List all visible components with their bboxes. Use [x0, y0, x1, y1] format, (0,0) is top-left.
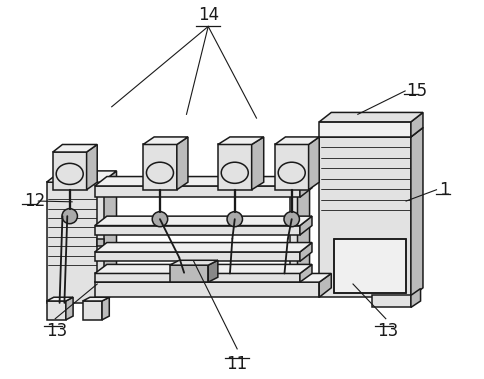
Polygon shape	[309, 137, 319, 190]
Polygon shape	[95, 265, 312, 274]
Polygon shape	[46, 301, 66, 320]
Polygon shape	[177, 137, 188, 190]
Polygon shape	[208, 260, 218, 282]
Polygon shape	[95, 226, 300, 235]
Polygon shape	[319, 122, 411, 137]
Polygon shape	[87, 144, 97, 190]
Polygon shape	[83, 297, 109, 301]
Polygon shape	[143, 137, 188, 144]
Polygon shape	[83, 301, 102, 320]
Text: 14: 14	[197, 6, 219, 24]
Text: 12: 12	[24, 192, 45, 210]
Polygon shape	[95, 282, 319, 297]
Polygon shape	[46, 171, 117, 182]
Polygon shape	[95, 274, 331, 282]
Polygon shape	[95, 243, 312, 252]
Polygon shape	[143, 144, 177, 190]
Polygon shape	[95, 274, 300, 282]
Polygon shape	[218, 137, 264, 144]
Polygon shape	[218, 144, 252, 190]
Polygon shape	[102, 297, 109, 320]
Polygon shape	[300, 177, 312, 197]
Polygon shape	[46, 297, 73, 301]
Polygon shape	[252, 137, 264, 190]
Polygon shape	[319, 113, 423, 122]
Polygon shape	[275, 144, 309, 190]
Polygon shape	[411, 288, 421, 307]
Text: 13: 13	[46, 323, 68, 340]
Polygon shape	[319, 127, 423, 137]
Polygon shape	[46, 182, 102, 303]
Polygon shape	[97, 239, 105, 246]
Text: 13: 13	[377, 323, 398, 340]
Polygon shape	[97, 186, 105, 282]
Ellipse shape	[227, 211, 242, 227]
Polygon shape	[300, 216, 312, 235]
Polygon shape	[319, 274, 331, 297]
Polygon shape	[95, 186, 300, 197]
Polygon shape	[53, 144, 97, 152]
Ellipse shape	[62, 208, 77, 224]
Polygon shape	[169, 260, 218, 265]
Polygon shape	[333, 239, 406, 293]
Ellipse shape	[284, 211, 300, 227]
Polygon shape	[66, 297, 73, 320]
Polygon shape	[102, 171, 117, 303]
Text: 11: 11	[227, 355, 248, 373]
Polygon shape	[95, 252, 300, 262]
Ellipse shape	[152, 211, 167, 227]
Text: 1: 1	[439, 181, 450, 199]
Polygon shape	[372, 295, 411, 307]
Polygon shape	[95, 216, 312, 226]
Polygon shape	[319, 137, 411, 297]
Polygon shape	[411, 113, 423, 137]
Polygon shape	[169, 265, 208, 282]
Polygon shape	[275, 137, 319, 144]
Polygon shape	[300, 265, 312, 282]
Polygon shape	[53, 152, 87, 190]
Polygon shape	[298, 177, 310, 282]
Polygon shape	[300, 243, 312, 262]
Polygon shape	[290, 186, 298, 282]
Text: 15: 15	[406, 82, 427, 100]
Polygon shape	[95, 177, 312, 186]
Polygon shape	[411, 127, 423, 297]
